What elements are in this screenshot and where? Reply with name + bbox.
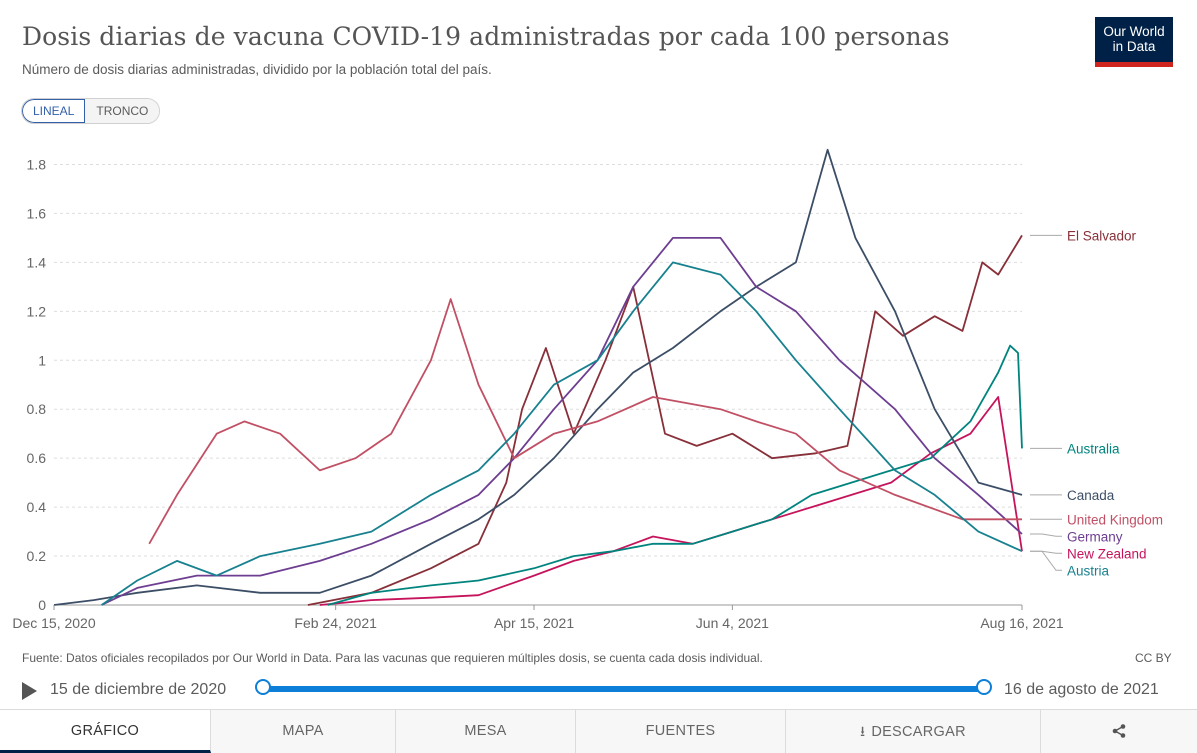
series-line[interactable] [101,261,1023,606]
tab-sources[interactable]: FUENTES [576,710,786,753]
chart-subtitle: Número de dosis diarias administradas, d… [22,62,492,77]
x-tick-label: Aug 16, 2021 [980,615,1064,631]
timeline: 15 de diciembre de 2020 16 de agosto de … [0,676,1197,704]
y-tick-label: 1.2 [27,303,47,319]
legend-label[interactable]: El Salvador [1067,228,1137,243]
scale-linear-button[interactable]: LINEAL [22,99,86,123]
line-chart: 0 0.2 0.4 0.6 0.8 1 1.2 1.4 1.6 1.8 Dec 15, 2020 F… [12,148,1163,631]
x-tick-label: Feb 24, 2021 [294,615,377,631]
tab-table[interactable]: MESA [396,710,576,753]
source-note: Fuente: Datos oficiales recopilados por … [22,651,763,665]
y-tick-label: 0.8 [27,401,47,417]
y-tick-label: 1 [38,352,46,368]
license-link[interactable]: CC BY [1135,651,1172,665]
timeline-start-label: 15 de diciembre de 2020 [50,681,227,698]
legend-label[interactable]: New Zealand [1067,546,1147,561]
y-tick-label: 1.4 [27,254,47,270]
y-tick-label: 1.6 [27,205,47,221]
timeline-slider-track[interactable] [263,686,985,692]
series-line[interactable] [307,234,1023,606]
series-lines [53,148,1023,606]
series-line[interactable] [327,344,1023,606]
timeline-start-handle[interactable] [255,679,271,695]
legend-connector [1030,550,1062,571]
timeline-end-label: 16 de agosto de 2021 [1004,681,1159,698]
series-line[interactable] [319,396,1023,606]
y-tick-label: 1.8 [27,156,47,172]
tab-share[interactable] [1041,710,1197,753]
legend-label[interactable]: Austria [1067,563,1110,578]
tab-chart[interactable]: GRÁFICO [0,710,211,753]
legend: El Salvador Australia Canada United Kingdom… [1030,228,1163,578]
legend-connector [1030,533,1062,537]
logo-line-2: in Data [1112,39,1156,54]
grid-lines [54,163,1022,606]
owid-logo[interactable]: Our World in Data [1095,17,1173,67]
y-tick-label: 0 [38,597,46,613]
x-axis-ticks: Dec 15, 2020 Feb 24, 2021 Apr 15, 2021 Jun … [12,605,1064,631]
y-tick-label: 0.4 [27,499,47,515]
y-tick-label: 0.2 [27,548,47,564]
tab-download[interactable]: ⭳ DESCARGAR [786,710,1041,753]
x-tick-label: Apr 15, 2021 [494,615,574,631]
x-tick-label: Dec 15, 2020 [12,615,95,631]
x-tick-label: Jun 4, 2021 [696,615,769,631]
bottom-tabs: GRÁFICO MAPA MESA FUENTES ⭳ DESCARGAR [0,709,1197,753]
download-icon: ⭳ [860,723,866,739]
logo-line-1: Our World [1103,24,1165,39]
series-line[interactable] [148,298,1022,545]
legend-label[interactable]: Australia [1067,441,1120,456]
chart-title: Dosis diarias de vacuna COVID-19 adminis… [22,22,950,51]
y-axis-ticks: 0 0.2 0.4 0.6 0.8 1 1.2 1.4 1.6 1.8 [27,156,47,613]
scale-log-button[interactable]: TRONCO [85,99,160,123]
legend-label[interactable]: Canada [1067,488,1115,503]
legend-label[interactable]: Germany [1067,529,1123,544]
tab-map[interactable]: MAPA [211,710,396,753]
y-tick-label: 0.6 [27,450,47,466]
logo-bar [1095,62,1173,67]
legend-label[interactable]: United Kingdom [1067,512,1163,527]
play-icon[interactable] [22,682,37,700]
tab-download-label: DESCARGAR [871,724,966,740]
timeline-end-handle[interactable] [976,679,992,695]
series-line[interactable] [53,148,1023,606]
scale-toggle[interactable]: LINEAL TRONCO [21,98,161,124]
series-line[interactable] [101,236,1023,606]
share-icon [1112,724,1126,738]
